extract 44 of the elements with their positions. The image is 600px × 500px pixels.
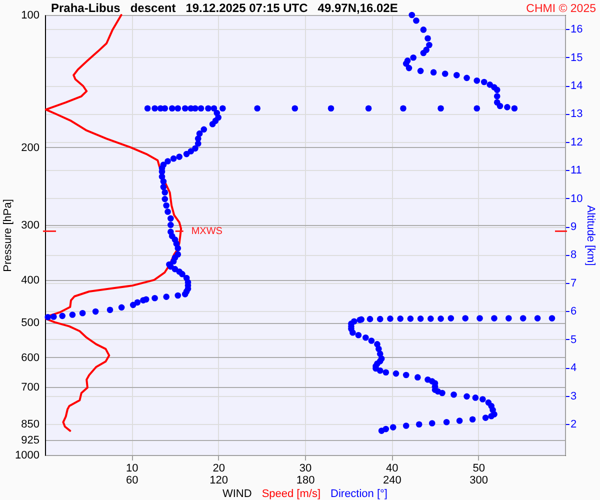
text: CHMI © 2025 [526,3,596,15]
x-tick-label: 10 [126,462,138,474]
text: Speed [m/s] [262,488,321,500]
y2-tick-label: 6 [570,306,577,318]
y2-tick-label: 2 [570,418,577,430]
y2-tick-label: 7 [570,277,577,290]
text: Direction [°] [330,488,388,500]
x2-tick-label: 60 [126,474,138,486]
x2-tick-label: 180 [296,474,315,486]
x2-tick-label: 240 [382,474,402,486]
y2-tick-label: 16 [570,24,583,36]
y2-tick-label: 9 [570,221,577,234]
annotation: MXWS [191,226,223,238]
y2-tick-label: 5 [570,334,577,346]
y2-tick-label: 11 [570,164,582,177]
y-tick-label: 100 [21,10,40,22]
line-series [44,14,182,432]
y2-tick-label: 12 [570,136,583,148]
x-tick-label: 20 [212,462,225,474]
y2-tick-label: 3 [570,390,577,402]
y2-tick-label: 15 [570,52,583,64]
y-axis-title: Pressure [hPa] [2,199,14,272]
y2-axis-title: Altitude [km] [584,205,597,266]
y-tick-label: 850 [21,418,40,430]
x-tick-label: 30 [299,462,312,474]
y2-tick-label: 13 [570,108,583,120]
y-tick-label: 925 [21,434,40,447]
x2-tick-label: 300 [470,474,488,486]
y-tick-label: 1000 [15,450,40,462]
y2-tick-label: 8 [570,249,577,262]
y-tick-label: 200 [21,142,40,154]
y2-tick-label: 10 [570,192,583,205]
x-axis-title: WIND [222,488,252,500]
y-tick-label: 600 [21,352,40,364]
y2-tick-label: 4 [570,362,577,374]
y-tick-label: 700 [21,381,40,394]
y2-tick-label: 14 [570,80,583,92]
x-tick-label: 40 [386,462,398,474]
y-tick-label: 300 [21,219,40,232]
x2-tick-label: 120 [210,474,228,486]
y-tick-label: 400 [21,274,40,286]
x-tick-label: 50 [472,462,485,474]
chart-title: Praha-Libus descent 19.12.2025 07:15 UTC 49.97N,16.02E [51,1,398,15]
y-tick-label: 500 [21,317,40,330]
